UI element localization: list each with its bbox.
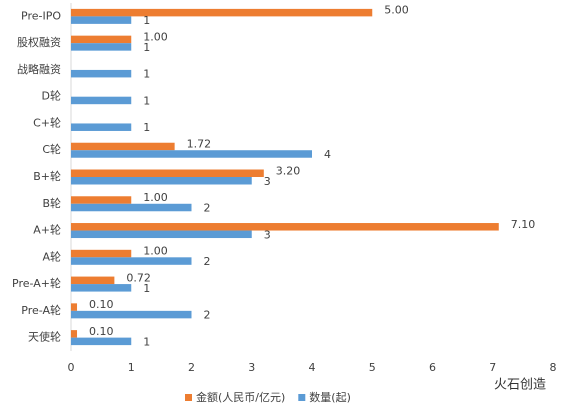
value-label: 1.00 <box>143 191 168 204</box>
bar <box>71 203 192 212</box>
x-tick-label: 0 <box>68 361 75 374</box>
value-label: 1 <box>143 282 150 295</box>
value-label: 4 <box>324 148 331 161</box>
value-label: 2 <box>204 309 211 322</box>
bar <box>71 96 132 105</box>
value-label: 2 <box>204 202 211 215</box>
legend-swatch <box>298 394 306 401</box>
y-tick-label: Pre-A轮 <box>21 303 61 317</box>
y-tick-label: 天使轮 <box>28 330 61 344</box>
value-label: 1 <box>143 41 150 54</box>
value-label: 1 <box>143 14 150 27</box>
bar <box>71 43 132 51</box>
bar <box>71 257 192 265</box>
value-label: 1.00 <box>143 245 168 258</box>
x-tick-label: 3 <box>248 361 255 374</box>
bar <box>71 169 264 177</box>
value-label: 1 <box>143 94 150 107</box>
value-label: 2 <box>204 255 211 268</box>
y-tick-label: 战略融资 <box>17 62 61 76</box>
y-tick-label: Pre-A+轮 <box>12 276 61 290</box>
x-tick-label: 8 <box>550 361 557 374</box>
bar <box>71 8 373 17</box>
bar <box>71 196 132 204</box>
value-label: 3 <box>264 228 271 241</box>
legend-label: 金额(人民币/亿元) <box>196 390 285 404</box>
x-tick-label: 5 <box>369 361 376 374</box>
value-label: 7.10 <box>511 218 536 231</box>
bar <box>71 249 132 258</box>
legend-swatch <box>185 394 192 401</box>
x-tick-label: 4 <box>309 361 316 374</box>
value-label: 1.72 <box>187 137 212 150</box>
value-label: 1 <box>143 121 150 134</box>
bar <box>71 223 499 231</box>
y-tick-label: C轮 <box>42 142 61 156</box>
value-label: 1.00 <box>143 30 168 43</box>
bar <box>71 16 132 24</box>
value-label: 3 <box>264 175 271 188</box>
y-tick-label: 股权融资 <box>17 36 61 49</box>
watermark-logo: 火石创造 <box>494 378 546 393</box>
x-tick-label: 2 <box>188 361 195 374</box>
bar <box>71 330 78 338</box>
bar <box>71 276 115 285</box>
y-tick-label: Pre-IPO <box>21 9 61 22</box>
x-tick-label: 1 <box>128 361 135 374</box>
bar <box>71 69 132 78</box>
y-tick-label: A轮 <box>42 249 61 263</box>
value-label: 0.72 <box>126 271 151 284</box>
y-tick-label: D轮 <box>42 89 61 103</box>
value-label: 3.20 <box>276 164 301 177</box>
bar <box>71 142 175 151</box>
bar <box>71 35 132 44</box>
bar <box>71 230 252 239</box>
x-tick-label: 6 <box>429 361 436 374</box>
x-tick-label: 7 <box>489 361 496 374</box>
y-tick-label: B+轮 <box>33 169 61 183</box>
value-label: 0.10 <box>89 325 114 338</box>
bar <box>71 177 252 185</box>
bar <box>71 123 132 131</box>
bar <box>71 337 132 346</box>
value-label: 1 <box>143 335 150 348</box>
y-tick-label: C+轮 <box>33 115 61 129</box>
value-label: 0.10 <box>89 298 114 311</box>
value-label: 5.00 <box>384 4 409 17</box>
legend-label: 数量(起) <box>309 391 351 404</box>
value-label: 1 <box>143 68 150 81</box>
y-tick-label: A+轮 <box>33 223 61 237</box>
bar <box>71 150 312 158</box>
bar <box>71 284 132 292</box>
bar <box>71 310 192 319</box>
bar <box>71 303 78 311</box>
y-tick-label: B轮 <box>42 196 61 210</box>
